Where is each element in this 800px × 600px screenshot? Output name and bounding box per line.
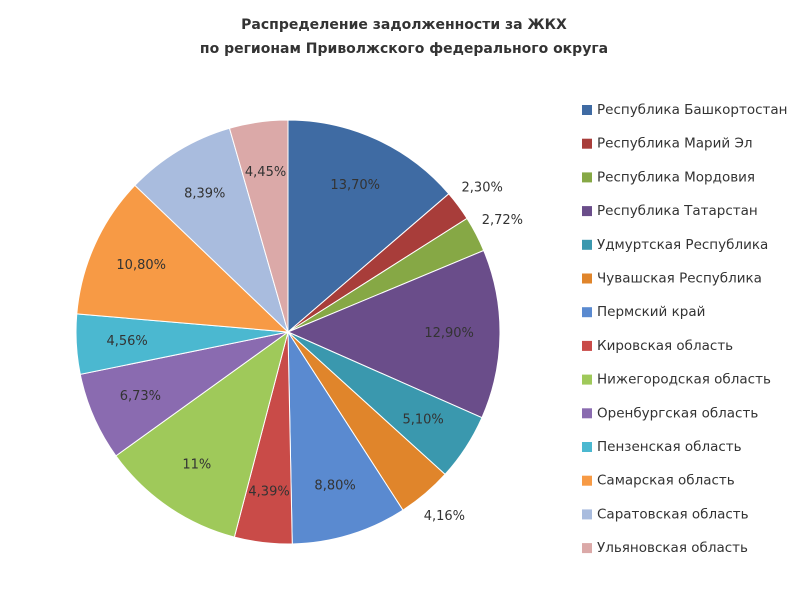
legend-label: Республика Башкортостан bbox=[597, 102, 788, 118]
pie-slice bbox=[287, 119, 450, 334]
legend-swatch bbox=[582, 206, 592, 217]
legend-label: Чувашская Республика bbox=[597, 271, 762, 287]
pie-slice bbox=[134, 127, 289, 334]
legend-swatch bbox=[582, 340, 592, 351]
data-label: 5,10% bbox=[402, 412, 443, 427]
legend-label: Республика Мордовия bbox=[597, 169, 755, 185]
data-label: 4,39% bbox=[248, 485, 289, 500]
data-label: 4,45% bbox=[245, 165, 286, 180]
legend-swatch bbox=[582, 172, 592, 183]
legend-swatch bbox=[582, 509, 592, 520]
legend-label: Самарская область bbox=[597, 473, 735, 489]
legend-swatch bbox=[582, 307, 592, 318]
legend-label: Удмуртская Республика bbox=[597, 237, 768, 253]
legend-swatch bbox=[582, 138, 592, 149]
legend-label: Республика Татарстан bbox=[597, 203, 758, 219]
pie-slice bbox=[287, 330, 404, 545]
legend-label: Оренбургская область bbox=[597, 405, 758, 421]
legend-label: Кировская область bbox=[597, 338, 733, 354]
legend-label: Ульяновская область bbox=[597, 540, 748, 556]
data-label: 12,90% bbox=[424, 326, 474, 341]
data-label: 13,70% bbox=[330, 178, 380, 193]
legend-swatch bbox=[582, 374, 592, 385]
legend-swatch bbox=[582, 273, 592, 284]
legend-swatch bbox=[582, 408, 592, 419]
pie-slice bbox=[228, 119, 289, 333]
data-label: 6,73% bbox=[120, 389, 161, 404]
legend-label: Пензенская область bbox=[597, 439, 742, 455]
legend-label: Республика Марий Эл bbox=[597, 136, 753, 152]
pie-slice bbox=[76, 184, 290, 333]
data-label: 8,80% bbox=[314, 479, 355, 494]
data-label: 4,56% bbox=[106, 334, 147, 349]
data-label: 11% bbox=[182, 457, 211, 472]
data-label: 10,80% bbox=[116, 258, 166, 273]
pie-slice bbox=[286, 249, 501, 419]
legend-label: Пермский край bbox=[597, 304, 705, 320]
data-label: 2,30% bbox=[462, 181, 503, 196]
data-label: 8,39% bbox=[184, 187, 225, 202]
legend-swatch bbox=[582, 475, 592, 486]
chart-title: Распределение задолженности за ЖКХ bbox=[241, 17, 567, 33]
legend-swatch bbox=[582, 442, 592, 452]
chart-title: по регионам Приволжского федерального ок… bbox=[200, 41, 608, 57]
pie-slice bbox=[115, 330, 289, 538]
data-label: 2,72% bbox=[482, 213, 523, 228]
legend-label: Нижегородская область bbox=[597, 372, 771, 388]
legend-swatch bbox=[582, 239, 592, 250]
data-label: 4,16% bbox=[424, 509, 465, 524]
legend-label: Саратовская область bbox=[597, 506, 749, 522]
legend-swatch bbox=[582, 543, 592, 554]
legend-swatch bbox=[582, 105, 592, 115]
